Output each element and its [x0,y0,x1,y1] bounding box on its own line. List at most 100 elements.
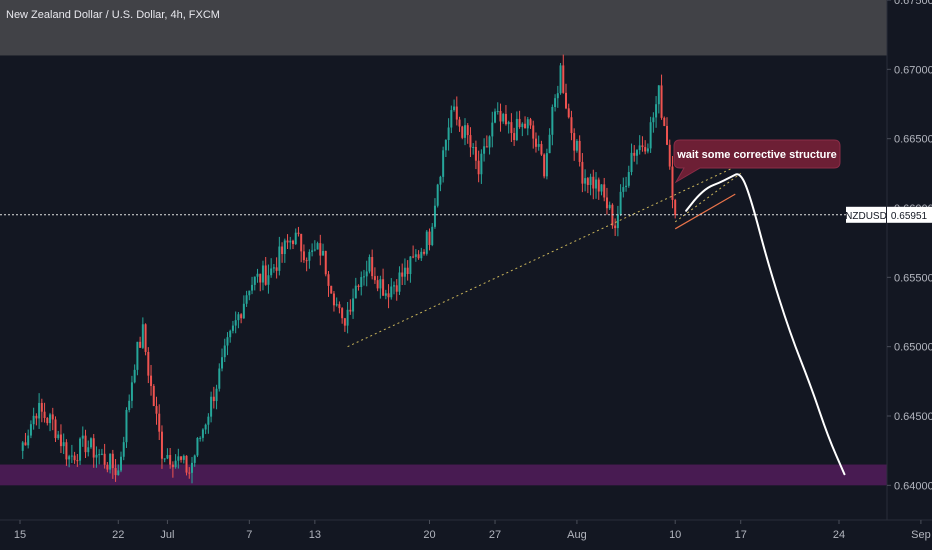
projection-path[interactable] [685,173,846,476]
candle-body [524,123,527,129]
candle-body [103,453,106,465]
candle-body [616,214,619,229]
candle-body [270,268,273,276]
trendline[interactable] [347,156,758,348]
chart-title: New Zealand Dollar / U.S. Dollar, 4h, FX… [6,9,220,21]
candle-body [308,251,311,261]
candle-body [35,415,38,419]
candle-body [499,110,502,122]
candle-body [160,431,163,459]
candle-body [352,298,355,312]
candle-body [600,184,603,192]
candle-body [294,232,297,245]
time-tick-label: 13 [309,529,321,541]
candle-body [431,226,434,245]
candle-body [423,251,426,254]
candle-body [565,92,567,109]
candle-body [630,152,633,173]
candle-body [229,330,232,338]
candle-body [526,119,529,129]
price-tick-label: 0.65000 [894,342,932,354]
candle-body [133,369,136,383]
candle-body [289,240,292,243]
candle-body [259,273,262,283]
time-tick-label: 15 [14,529,26,541]
candle-body [439,176,442,185]
candle-body [390,286,393,298]
candle-body [218,368,221,389]
candle-body [635,150,638,156]
candle-body [278,246,281,271]
candle-body [532,125,535,139]
candle-body [171,464,174,468]
candle-body [633,152,636,156]
candle-body [354,285,357,299]
candle-body [62,442,65,447]
candle-body [655,104,658,118]
price-tick-label: 0.66500 [894,134,932,146]
candle-body [559,65,562,94]
candle-body [190,462,193,473]
candle-body [65,442,68,460]
candle-body [188,472,191,474]
candle-body [292,240,294,245]
candle-body [139,341,142,348]
wedge-lower-line[interactable] [674,193,736,230]
candle-body [92,438,95,458]
candle-body [330,285,333,294]
candle-body [24,442,27,446]
candle-body [335,304,338,306]
candle-body [567,108,570,118]
price-axis[interactable] [887,0,932,520]
price-tick-label: 0.64500 [894,411,932,423]
candle-body [510,122,513,134]
candle-body [447,127,450,141]
candle-body [43,411,46,418]
candle-body [338,304,341,309]
time-tick-label: Sep [911,529,931,541]
candle-body [638,145,641,151]
candle-body [494,111,497,123]
time-tick-label: 20 [423,529,435,541]
candle-body [185,455,188,473]
candle-body [275,267,278,271]
candle-body [305,260,308,262]
candle-body [76,460,79,462]
candle-body [458,119,461,127]
candle-body [488,136,491,148]
candle-body [87,447,90,453]
candle-body [595,179,598,189]
candle-body [302,251,305,261]
time-tick-label: 22 [112,529,124,541]
candle-body [199,437,202,439]
annotation-callout[interactable]: wait some corrective structure [673,139,841,184]
candle-body [261,265,264,283]
price-tick-label: 0.67500 [894,0,932,7]
candle-body [150,375,153,386]
candle-body [371,257,374,277]
candle-body [605,197,608,209]
candle-body [472,146,475,148]
zones-layer [0,0,887,486]
candle-body [537,144,540,147]
candle-body [212,396,215,402]
candle-body [461,126,464,138]
candle-body [395,285,398,292]
candle-body [652,117,655,123]
candle-body [89,438,92,448]
candle-body [627,172,630,186]
candle-body [223,345,226,358]
candle-body [234,320,237,326]
candle-body [455,106,458,120]
candle-body [534,138,537,147]
candle-body [622,187,625,192]
candle-body [316,243,319,250]
wedge-upper-line[interactable] [674,172,742,223]
candle-body [625,185,628,188]
candle-body [141,324,144,348]
candle-body [114,468,117,476]
candle-body [477,160,480,175]
candle-body [592,176,595,189]
candle-body [136,341,139,370]
